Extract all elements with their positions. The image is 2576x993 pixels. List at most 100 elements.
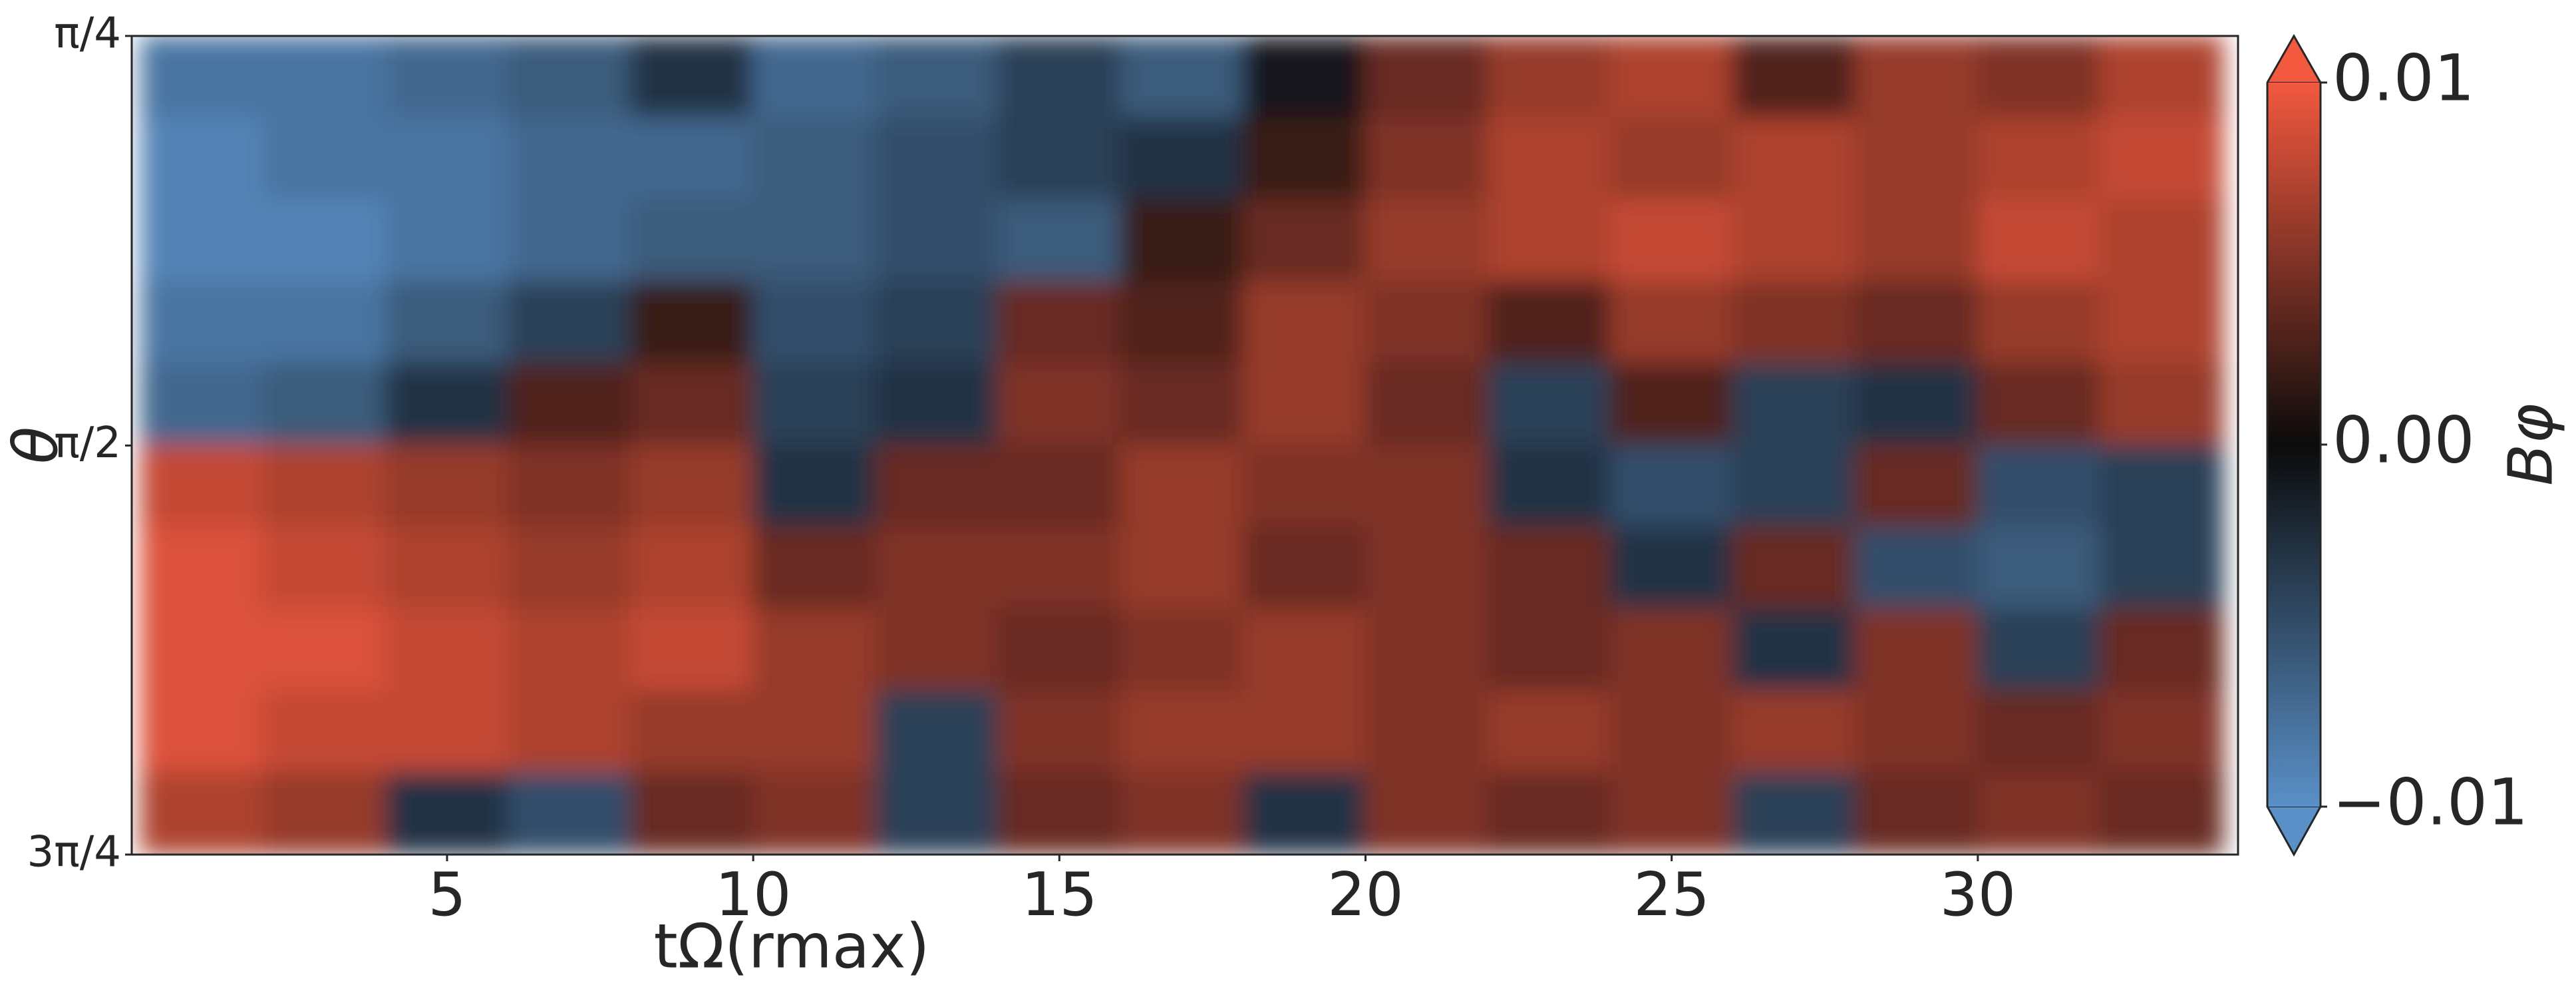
heat-cell <box>1609 199 1734 283</box>
heat-cell <box>1242 117 1367 201</box>
heat-cell <box>875 526 999 610</box>
heat-cell <box>1120 363 1244 446</box>
heat-cell <box>140 445 264 528</box>
heat-cell <box>630 199 754 283</box>
heat-cell <box>1365 199 1489 283</box>
heat-cell <box>1120 526 1244 610</box>
heat-cell <box>630 771 754 855</box>
heat-cell <box>1242 445 1367 528</box>
heat-cell <box>630 281 754 365</box>
colorbar-tick-label: −0.01 <box>2333 765 2528 839</box>
heat-cell <box>140 771 264 855</box>
heat-cell <box>752 608 877 692</box>
heat-cell <box>997 199 1122 283</box>
heat-cell <box>1732 363 1856 446</box>
heat-cell <box>1365 363 1489 446</box>
heatmap-cells <box>140 36 2223 855</box>
heat-cell <box>875 608 999 692</box>
heat-cell <box>262 117 387 201</box>
heat-cell <box>385 199 510 283</box>
heat-cell <box>1732 117 1856 201</box>
heat-cell <box>875 771 999 855</box>
heat-cell <box>1242 690 1367 773</box>
x-tick-label: 5 <box>428 860 466 930</box>
heat-cell <box>1609 690 1734 773</box>
heat-cell <box>385 690 510 773</box>
heat-cell <box>508 363 632 446</box>
heat-cell <box>1609 363 1734 446</box>
heat-cell <box>508 281 632 365</box>
heat-cell <box>1242 281 1367 365</box>
heat-cell <box>1854 608 1979 692</box>
heat-cell <box>1365 690 1489 773</box>
heat-cell <box>752 526 877 610</box>
heat-cell <box>997 608 1122 692</box>
heat-cell <box>875 445 999 528</box>
heat-cell <box>1854 281 1979 365</box>
heat-cell <box>1732 526 1856 610</box>
heat-cell <box>1977 281 2101 365</box>
heat-cell <box>997 281 1122 365</box>
heat-cell <box>262 608 387 692</box>
heat-cell <box>1854 199 1979 283</box>
heat-cell <box>1242 36 1367 119</box>
heat-cell <box>385 281 510 365</box>
heat-cell <box>1242 363 1367 446</box>
heat-cell <box>1609 445 1734 528</box>
heat-cell <box>140 117 264 201</box>
heat-cell <box>1732 445 1856 528</box>
heat-cell <box>1487 608 1611 692</box>
heat-cell <box>1242 771 1367 855</box>
heat-cell <box>2099 445 2223 528</box>
colorbar-label: Bφ <box>2495 403 2566 486</box>
heat-cell <box>1854 363 1979 446</box>
heat-cell <box>875 117 999 201</box>
heat-cell <box>875 690 999 773</box>
heat-cell <box>262 445 387 528</box>
x-tick-label: 30 <box>1940 860 2016 930</box>
heat-cell <box>1487 199 1611 283</box>
heat-cell <box>140 36 264 119</box>
heat-cell <box>1977 690 2101 773</box>
heat-cell <box>1487 445 1611 528</box>
heat-cell <box>1732 199 1856 283</box>
heat-cell <box>1242 608 1367 692</box>
heat-cell <box>508 608 632 692</box>
heat-cell <box>2099 771 2223 855</box>
heat-cell <box>1365 445 1489 528</box>
heat-cell <box>1609 608 1734 692</box>
heat-cell <box>997 690 1122 773</box>
heat-cell <box>140 199 264 283</box>
heat-cell <box>140 281 264 365</box>
heat-cell <box>1609 771 1734 855</box>
heat-cell <box>1242 199 1367 283</box>
heat-cell <box>1854 117 1979 201</box>
heat-cell <box>508 36 632 119</box>
heat-cell <box>1120 771 1244 855</box>
heat-cell <box>1365 117 1489 201</box>
heat-cell <box>1732 690 1856 773</box>
heat-cell <box>508 445 632 528</box>
colorbar-extend-min <box>2266 806 2322 857</box>
heat-cell <box>385 608 510 692</box>
heat-cell <box>1365 608 1489 692</box>
heat-cell <box>1732 771 1856 855</box>
heat-cell <box>752 690 877 773</box>
heat-cell <box>1487 117 1611 201</box>
heat-cell <box>1609 526 1734 610</box>
heat-cell <box>997 36 1122 119</box>
heat-cell <box>997 363 1122 446</box>
heat-cell <box>630 445 754 528</box>
heat-cell <box>630 690 754 773</box>
heat-cell <box>385 526 510 610</box>
heat-cell <box>1487 36 1611 119</box>
heat-cell <box>752 363 877 446</box>
heat-cell <box>1120 36 1244 119</box>
heat-cell <box>1854 526 1979 610</box>
heat-cell <box>1365 281 1489 365</box>
heat-cell <box>1977 771 2101 855</box>
heat-cell <box>262 771 387 855</box>
heat-cell <box>2099 36 2223 119</box>
heat-cell <box>140 363 264 446</box>
